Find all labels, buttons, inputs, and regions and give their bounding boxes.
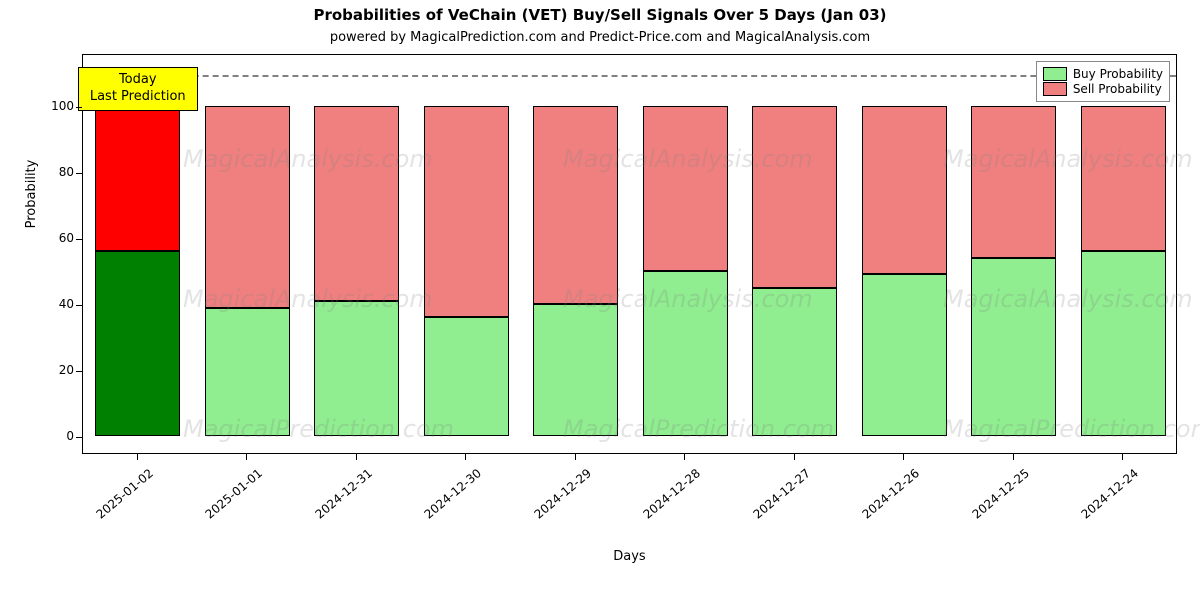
bar-sell	[752, 106, 837, 288]
xtick-label: 2024-12-31	[274, 466, 375, 554]
bar-buy	[95, 251, 180, 436]
ytick-mark	[76, 173, 82, 174]
xtick-mark	[903, 454, 904, 460]
xtick-label: 2024-12-30	[383, 466, 484, 554]
bar-buy	[314, 301, 399, 437]
xtick-mark	[465, 454, 466, 460]
xtick-mark	[575, 454, 576, 460]
xtick-label: 2024-12-24	[1040, 466, 1141, 554]
xtick-label: 2024-12-26	[821, 466, 922, 554]
bar-group	[424, 53, 509, 453]
chart-subtitle: powered by MagicalPrediction.com and Pre…	[0, 30, 1200, 45]
xtick-mark	[1122, 454, 1123, 460]
legend-item: Sell Probability	[1043, 82, 1163, 96]
xtick-mark	[246, 454, 247, 460]
xtick-label: 2024-12-27	[712, 466, 813, 554]
xtick-mark	[1013, 454, 1014, 460]
legend-label: Buy Probability	[1073, 67, 1163, 81]
ytick-mark	[76, 239, 82, 240]
legend-swatch	[1043, 67, 1067, 81]
bar-sell	[205, 106, 290, 308]
xtick-label: 2024-12-28	[602, 466, 703, 554]
ytick-label: 80	[34, 165, 74, 179]
ytick-label: 60	[34, 231, 74, 245]
bar-group	[314, 53, 399, 453]
bar-group	[971, 53, 1056, 453]
bar-buy	[752, 288, 837, 437]
bar-sell	[971, 106, 1056, 258]
bar-sell	[424, 106, 509, 318]
bar-buy	[862, 274, 947, 436]
chart-title: Probabilities of VeChain (VET) Buy/Sell …	[0, 6, 1200, 24]
bar-sell	[314, 106, 399, 301]
bar-sell	[1081, 106, 1166, 251]
bar-sell	[95, 106, 180, 251]
xtick-mark	[356, 454, 357, 460]
bar-buy	[1081, 251, 1166, 436]
legend-swatch	[1043, 82, 1067, 96]
plot-area: MagicalAnalysis.comMagicalAnalysis.comMa…	[82, 54, 1177, 454]
bar-group	[533, 53, 618, 453]
bar-group	[205, 53, 290, 453]
y-axis-label: Probability	[24, 94, 39, 294]
bar-buy	[533, 304, 618, 436]
bar-buy	[643, 271, 728, 436]
legend-label: Sell Probability	[1073, 82, 1162, 96]
ytick-mark	[76, 437, 82, 438]
bar-group	[643, 53, 728, 453]
bar-group	[95, 53, 180, 453]
xtick-label: 2024-12-25	[931, 466, 1032, 554]
bar-buy	[205, 308, 290, 437]
xtick-label: 2024-12-29	[493, 466, 594, 554]
ytick-label: 0	[34, 429, 74, 443]
bar-buy	[424, 317, 509, 436]
x-axis-label: Days	[82, 549, 1177, 564]
ytick-mark	[76, 371, 82, 372]
bar-sell	[533, 106, 618, 304]
ytick-mark	[76, 305, 82, 306]
ytick-label: 40	[34, 297, 74, 311]
ytick-label: 100	[34, 99, 74, 113]
legend-item: Buy Probability	[1043, 67, 1163, 81]
bar-buy	[971, 258, 1056, 437]
bar-sell	[643, 106, 728, 271]
xtick-label: 2025-01-02	[55, 466, 156, 554]
xtick-mark	[794, 454, 795, 460]
xtick-label: 2025-01-01	[164, 466, 265, 554]
ytick-label: 20	[34, 363, 74, 377]
legend: Buy ProbabilitySell Probability	[1036, 61, 1170, 102]
bar-group	[752, 53, 837, 453]
bar-group	[1081, 53, 1166, 453]
bar-group	[862, 53, 947, 453]
ytick-mark	[76, 107, 82, 108]
bar-sell	[862, 106, 947, 275]
xtick-mark	[684, 454, 685, 460]
today-annotation: Today Last Prediction	[78, 67, 198, 111]
xtick-mark	[137, 454, 138, 460]
